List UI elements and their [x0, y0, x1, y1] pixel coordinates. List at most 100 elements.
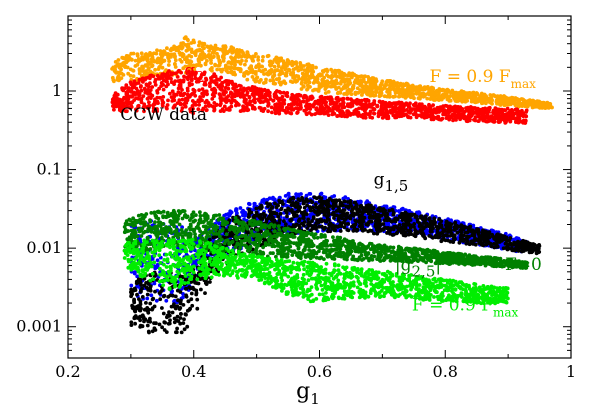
data-point	[186, 45, 191, 49]
data-point	[304, 71, 309, 76]
data-point	[309, 103, 314, 108]
data-point	[113, 67, 117, 72]
data-point	[145, 64, 149, 68]
data-point	[411, 92, 415, 97]
data-point	[297, 98, 301, 102]
data-point	[250, 58, 255, 63]
data-point	[119, 67, 123, 72]
data-point	[144, 76, 148, 80]
data-point	[231, 82, 235, 87]
data-point	[271, 81, 276, 86]
data-point	[514, 107, 519, 111]
data-point	[254, 65, 258, 70]
data-point	[218, 84, 223, 88]
data-point	[326, 90, 331, 94]
data-point	[131, 51, 136, 56]
data-point	[447, 117, 452, 122]
data-point	[372, 111, 376, 116]
data-point	[368, 93, 373, 98]
data-point	[402, 89, 407, 94]
data-point	[266, 102, 271, 107]
data-point	[337, 70, 342, 75]
data-point	[197, 103, 202, 107]
data-point	[311, 75, 316, 80]
data-point	[238, 206, 243, 210]
data-point	[226, 70, 230, 75]
data-point	[187, 83, 192, 88]
data-point	[242, 71, 247, 75]
data-point	[180, 97, 185, 102]
data-point	[280, 108, 285, 112]
data-point	[233, 55, 238, 59]
data-point	[250, 67, 254, 72]
data-point	[204, 77, 209, 82]
data-point	[466, 94, 470, 99]
data-point	[191, 50, 196, 55]
data-point	[126, 54, 131, 59]
data-point	[198, 95, 203, 99]
data-point	[161, 87, 166, 92]
data-point	[352, 72, 357, 77]
data-point	[318, 72, 322, 77]
data-point	[197, 43, 201, 48]
data-point	[298, 61, 303, 65]
data-point	[389, 219, 394, 224]
data-point	[158, 297, 163, 302]
data-point	[386, 93, 391, 97]
data-point	[254, 52, 258, 56]
data-point	[273, 95, 278, 100]
data-point	[323, 80, 328, 84]
data-point	[452, 92, 456, 97]
data-point	[259, 108, 264, 113]
data-point	[289, 97, 293, 101]
data-point	[119, 71, 124, 76]
data-point	[172, 52, 177, 56]
data-point	[414, 115, 419, 120]
data-point	[233, 49, 238, 53]
data-point	[269, 70, 273, 75]
data-point	[116, 62, 120, 67]
data-point	[291, 67, 296, 72]
data-point	[153, 289, 157, 294]
data-point	[206, 53, 211, 57]
data-point	[330, 97, 334, 102]
data-point	[429, 92, 434, 97]
data-point	[371, 106, 376, 111]
data-point	[445, 97, 450, 102]
data-point	[164, 75, 168, 80]
data-point	[367, 111, 372, 116]
data-point	[516, 104, 521, 109]
data-point	[141, 94, 146, 98]
data-point	[218, 67, 223, 72]
data-point	[261, 55, 265, 59]
data-point	[335, 114, 340, 118]
data-point	[413, 112, 418, 116]
data-point	[213, 45, 218, 50]
data-point	[228, 209, 233, 214]
data-point	[242, 108, 247, 113]
data-point	[289, 111, 294, 116]
data-point	[325, 82, 330, 87]
data-point	[396, 111, 401, 115]
data-point	[132, 79, 137, 83]
data-point	[521, 114, 526, 119]
data-point	[197, 99, 202, 104]
data-point	[388, 108, 393, 113]
data-point	[148, 88, 153, 92]
data-point	[237, 83, 242, 88]
data-point	[241, 52, 246, 56]
data-point	[120, 98, 125, 102]
data-point	[197, 54, 202, 59]
data-point	[213, 62, 218, 67]
data-point	[155, 258, 160, 263]
data-point	[391, 79, 396, 84]
data-point	[150, 57, 155, 61]
data-point	[461, 115, 465, 120]
data-point	[174, 48, 179, 53]
data-point	[263, 67, 268, 72]
data-point	[361, 87, 365, 92]
data-point	[347, 82, 352, 86]
data-point	[232, 94, 237, 99]
data-point	[531, 98, 535, 103]
data-point	[181, 52, 186, 57]
